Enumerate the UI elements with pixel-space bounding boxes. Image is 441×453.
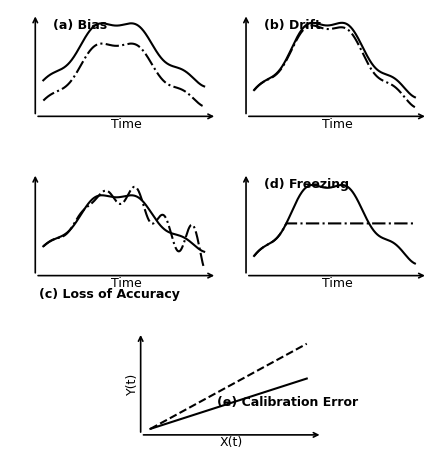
Text: (a) Bias: (a) Bias <box>53 19 108 32</box>
Text: (c) Loss of Accuracy: (c) Loss of Accuracy <box>39 288 180 301</box>
X-axis label: Time: Time <box>111 277 142 290</box>
X-axis label: Time: Time <box>321 118 352 131</box>
X-axis label: Time: Time <box>321 277 352 290</box>
Y-axis label: Y(t): Y(t) <box>126 372 139 395</box>
X-axis label: Time: Time <box>111 118 142 131</box>
X-axis label: X(t): X(t) <box>220 436 243 449</box>
Text: (b) Drift: (b) Drift <box>264 19 321 32</box>
Text: (d) Freezing: (d) Freezing <box>264 178 349 191</box>
Text: (e) Calibration Error: (e) Calibration Error <box>217 396 358 409</box>
